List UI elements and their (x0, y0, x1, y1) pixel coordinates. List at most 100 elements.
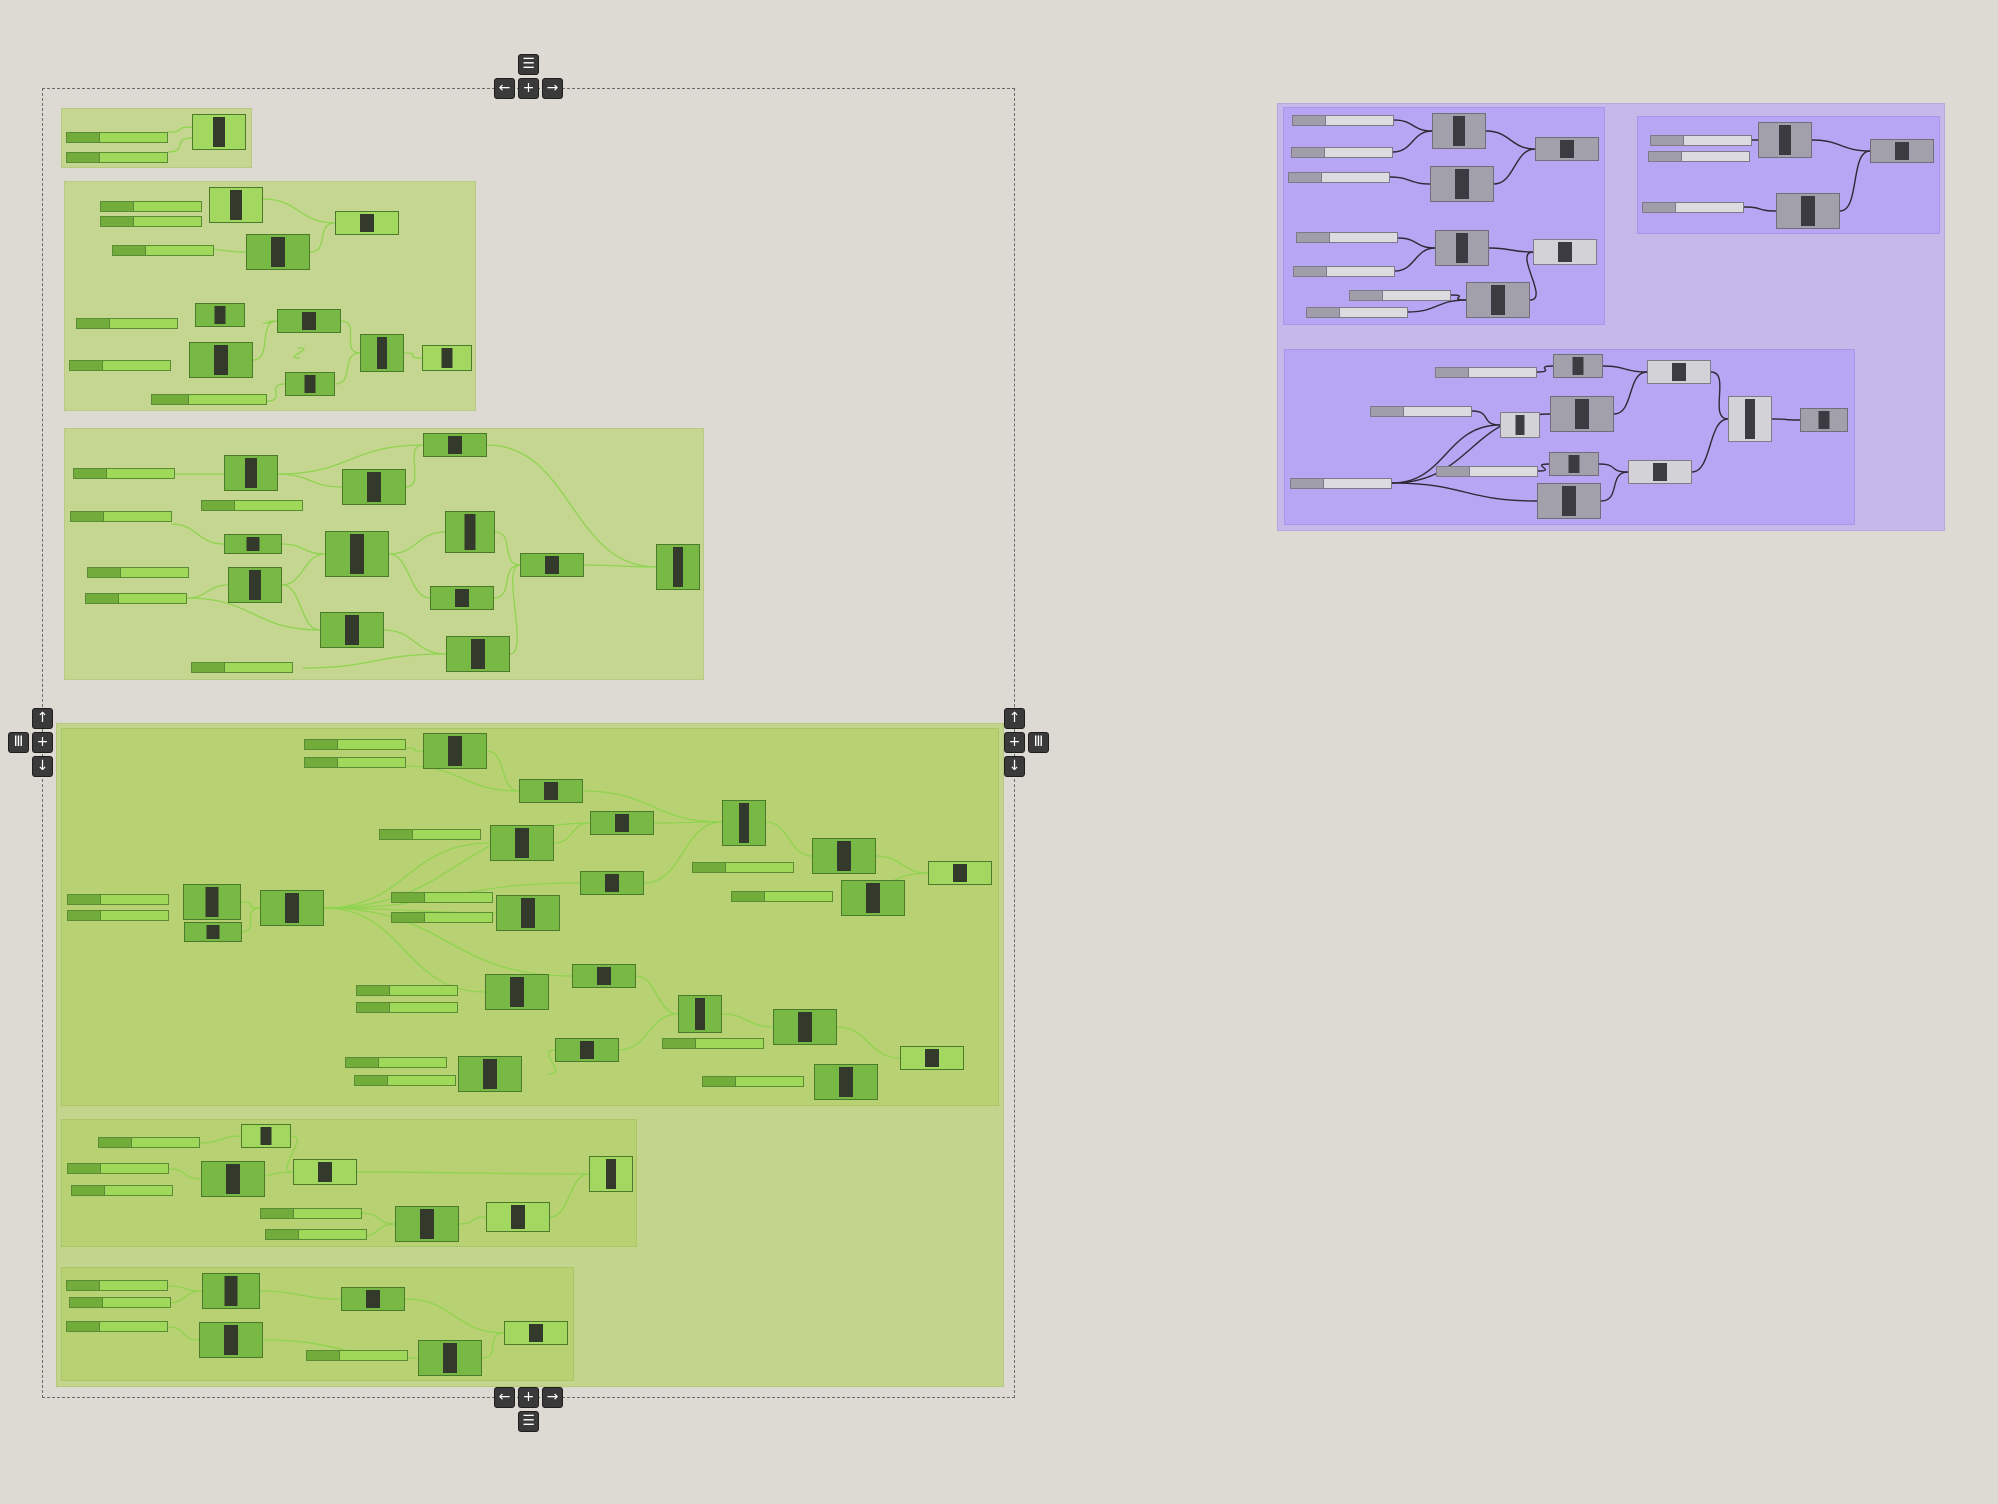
slider-knob[interactable] (101, 202, 134, 211)
menu-icon[interactable]: ☰ (518, 54, 539, 75)
component-node[interactable] (814, 1064, 878, 1100)
number-slider[interactable] (306, 1350, 408, 1361)
component-node[interactable] (1430, 166, 1494, 202)
component-node[interactable] (1435, 230, 1489, 266)
slider-knob[interactable] (192, 663, 225, 672)
slider-knob[interactable] (70, 361, 103, 370)
component-node[interactable] (195, 303, 245, 327)
component-node[interactable] (486, 1202, 550, 1232)
slider-knob[interactable] (1293, 116, 1326, 125)
slider-knob[interactable] (68, 1164, 101, 1173)
slider-knob[interactable] (101, 217, 134, 226)
slider-knob[interactable] (392, 913, 425, 922)
number-slider[interactable] (1291, 147, 1393, 158)
slider-knob[interactable] (1297, 233, 1330, 242)
component-node[interactable] (1432, 113, 1486, 149)
move-icon[interactable]: + (32, 732, 53, 753)
component-node[interactable] (335, 211, 399, 235)
number-slider[interactable] (67, 1163, 169, 1174)
component-node[interactable] (589, 1156, 633, 1192)
slider-knob[interactable] (71, 512, 104, 521)
slider-knob[interactable] (1643, 203, 1676, 212)
number-slider[interactable] (71, 1185, 173, 1196)
move-icon[interactable]: + (518, 1387, 539, 1408)
component-node[interactable] (241, 1124, 291, 1148)
component-node[interactable] (202, 1273, 260, 1309)
slider-knob[interactable] (357, 1003, 390, 1012)
slider-knob[interactable] (113, 246, 146, 255)
component-node[interactable] (656, 544, 700, 590)
component-node[interactable] (423, 733, 487, 769)
number-slider[interactable] (265, 1229, 367, 1240)
number-slider[interactable] (67, 910, 169, 921)
component-node[interactable] (285, 372, 335, 396)
number-slider[interactable] (1642, 202, 1744, 213)
component-node[interactable] (1870, 139, 1934, 163)
number-slider[interactable] (391, 892, 493, 903)
slider-knob[interactable] (1294, 267, 1327, 276)
number-slider[interactable] (87, 567, 189, 578)
slider-knob[interactable] (1307, 308, 1340, 317)
number-slider[interactable] (100, 216, 202, 227)
component-node[interactable] (1647, 360, 1711, 384)
number-slider[interactable] (662, 1038, 764, 1049)
component-node[interactable] (224, 455, 278, 491)
component-node[interactable] (422, 345, 472, 371)
component-node[interactable] (199, 1322, 263, 1358)
columns-icon[interactable]: Ⅲ (1028, 732, 1049, 753)
component-node[interactable] (224, 534, 282, 554)
slider-knob[interactable] (663, 1039, 696, 1048)
component-node[interactable] (1553, 354, 1603, 378)
number-slider[interactable] (100, 201, 202, 212)
component-node[interactable] (320, 612, 384, 648)
component-node[interactable] (201, 1161, 265, 1197)
slider-knob[interactable] (77, 319, 110, 328)
number-slider[interactable] (391, 912, 493, 923)
component-node[interactable] (520, 553, 584, 577)
arrow-down-icon[interactable]: ↓ (1004, 756, 1025, 777)
component-node[interactable] (228, 567, 282, 603)
slider-knob[interactable] (380, 830, 413, 839)
number-slider[interactable] (260, 1208, 362, 1219)
component-node[interactable] (773, 1009, 837, 1045)
component-node[interactable] (183, 884, 241, 920)
number-slider[interactable] (379, 829, 481, 840)
slider-knob[interactable] (1649, 152, 1682, 161)
menu-icon[interactable]: ☰ (518, 1411, 539, 1432)
component-node[interactable] (418, 1340, 482, 1376)
number-slider[interactable] (85, 593, 187, 604)
slider-knob[interactable] (392, 893, 425, 902)
slider-knob[interactable] (1651, 136, 1684, 145)
component-node[interactable] (1533, 239, 1597, 265)
number-slider[interactable] (1650, 135, 1752, 146)
component-node[interactable] (1537, 483, 1601, 519)
slider-knob[interactable] (1436, 368, 1469, 377)
slider-knob[interactable] (152, 395, 190, 404)
component-node[interactable] (293, 1159, 357, 1185)
slider-knob[interactable] (1292, 148, 1325, 157)
component-node[interactable] (395, 1206, 459, 1242)
slider-knob[interactable] (68, 911, 101, 920)
slider-knob[interactable] (346, 1058, 379, 1067)
number-slider[interactable] (151, 394, 267, 405)
slider-knob[interactable] (72, 1186, 105, 1195)
slider-knob[interactable] (67, 1281, 100, 1290)
component-node[interactable] (1549, 452, 1599, 476)
number-slider[interactable] (731, 891, 833, 902)
slider-knob[interactable] (68, 895, 101, 904)
number-slider[interactable] (304, 757, 406, 768)
slider-knob[interactable] (202, 501, 235, 510)
component-node[interactable] (184, 922, 242, 942)
component-node[interactable] (1466, 282, 1530, 318)
slider-knob[interactable] (67, 133, 100, 142)
slider-knob[interactable] (307, 1351, 340, 1360)
number-slider[interactable] (356, 1002, 458, 1013)
component-node[interactable] (423, 433, 487, 457)
slider-knob[interactable] (355, 1076, 388, 1085)
component-node[interactable] (192, 114, 246, 150)
number-slider[interactable] (1370, 406, 1472, 417)
component-node[interactable] (555, 1038, 619, 1062)
number-slider[interactable] (1288, 172, 1390, 183)
slider-knob[interactable] (261, 1209, 294, 1218)
component-node[interactable] (1535, 137, 1599, 161)
